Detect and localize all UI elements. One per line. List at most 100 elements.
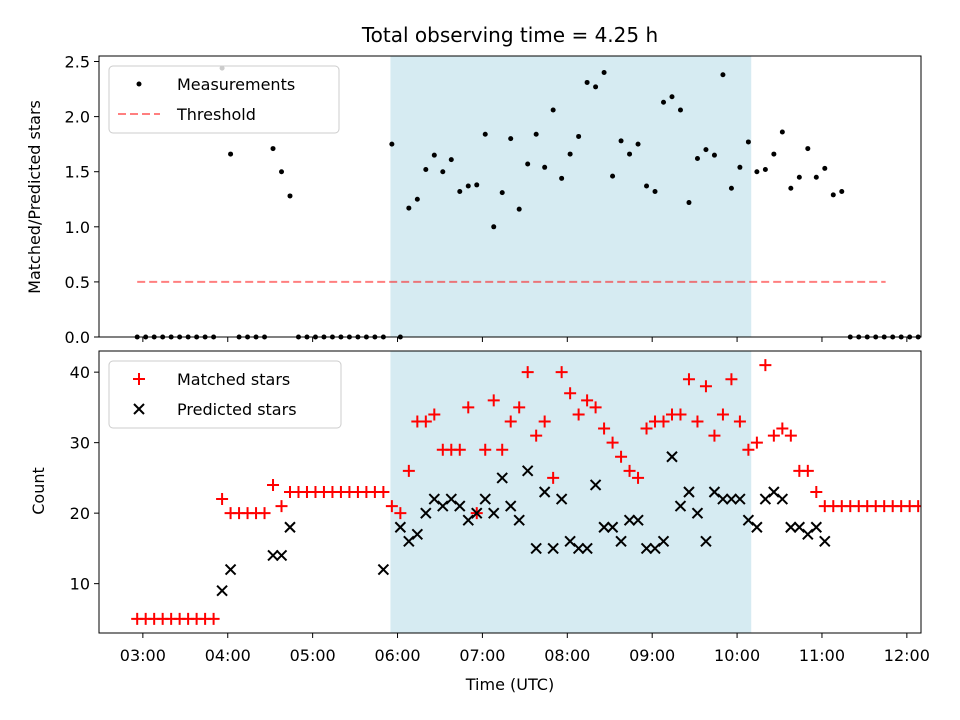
measurement-point — [550, 107, 556, 113]
measurement-point — [762, 167, 768, 173]
measurement-point — [737, 164, 743, 170]
y-tick-label: 2.5 — [65, 53, 90, 72]
matched-point — [657, 415, 670, 428]
measurement-point — [567, 151, 573, 157]
matched-point — [598, 422, 611, 435]
matched-point — [479, 443, 492, 456]
predicted-point — [759, 493, 772, 505]
matched-point — [564, 387, 577, 400]
predicted-point — [564, 535, 576, 548]
predicted-point — [555, 493, 568, 505]
y-tick-label: 20 — [70, 504, 90, 523]
predicted-point — [377, 563, 390, 576]
matched-point — [216, 493, 229, 506]
measurement-point — [830, 192, 836, 198]
matched-point — [640, 422, 653, 435]
matched-point — [385, 500, 398, 513]
predicted-point — [530, 542, 542, 555]
matched-point — [912, 500, 921, 513]
matched-point — [513, 401, 526, 414]
measurement-point — [414, 196, 420, 202]
predicted-point — [598, 521, 610, 533]
matched-point — [733, 415, 746, 428]
measurement-point — [661, 99, 667, 105]
matched-point — [759, 359, 772, 372]
matched-point — [402, 464, 415, 477]
matched-point — [394, 507, 407, 520]
matched-point — [462, 401, 475, 414]
bottom-marks — [131, 359, 921, 625]
legend-marker-predicted — [133, 403, 145, 415]
y-tick-label: 40 — [70, 363, 90, 382]
x-tick-label: 07:00 — [459, 646, 505, 665]
predicted-point — [479, 493, 491, 505]
predicted-point — [521, 465, 534, 477]
matched-point — [699, 380, 712, 393]
x-tick-label: 08:00 — [544, 646, 590, 665]
predicted-point — [657, 535, 670, 548]
x-tick-label: 03:00 — [120, 646, 166, 665]
measurement-point — [584, 79, 590, 85]
top-plot-frame — [98, 55, 922, 338]
predicted-point — [683, 486, 695, 498]
measurement-point — [822, 165, 828, 171]
measurement-point — [465, 183, 471, 189]
predicted-point — [267, 549, 279, 562]
predicted-point — [700, 535, 712, 548]
predicted-point — [572, 542, 585, 555]
matched-point — [581, 394, 594, 407]
measurement-point — [228, 151, 234, 157]
measurement-point — [474, 182, 480, 188]
y-tick-label: 2.0 — [65, 108, 90, 127]
measurement-point — [711, 152, 717, 158]
predicted-point — [725, 493, 738, 505]
matched-point — [589, 401, 602, 414]
measurement-point — [677, 107, 683, 113]
predicted-point — [640, 542, 653, 555]
x-tick-label: 11:00 — [799, 646, 845, 665]
predicted-point — [819, 535, 831, 548]
measurement-point — [771, 151, 777, 157]
measurement-point — [652, 189, 658, 195]
legend-marker-measurements — [136, 81, 142, 87]
bottom-legend: Matched stars Predicted stars — [108, 360, 342, 429]
measurement-point — [813, 174, 819, 180]
top-x-ticks — [142, 337, 908, 342]
matched-point — [521, 366, 534, 379]
predicted-point — [394, 521, 407, 533]
matched-point — [784, 429, 797, 442]
measurement-point — [703, 147, 709, 153]
x-tick-label: 04:00 — [205, 646, 251, 665]
predicted-point — [785, 521, 797, 533]
top-legend: Measurements Threshold — [108, 65, 340, 134]
measurement-point — [576, 133, 582, 139]
predicted-point — [589, 479, 602, 491]
predicted-point — [428, 493, 441, 505]
measurement-point — [593, 84, 599, 90]
measurement-point — [669, 94, 675, 100]
matched-point — [487, 394, 500, 407]
x-tick-label: 12:00 — [884, 646, 930, 665]
chart-title: Total observing time = 4.25 h — [361, 23, 658, 47]
matched-point — [750, 436, 763, 449]
measurement-point — [839, 189, 845, 195]
measurement-point — [788, 185, 794, 191]
y-tick-label: 10 — [70, 575, 90, 594]
predicted-point — [538, 486, 551, 498]
legend-label-predicted: Predicted stars — [177, 400, 297, 419]
matched-point — [920, 505, 921, 508]
matched-point — [453, 443, 466, 456]
predicted-point — [454, 500, 466, 512]
matched-point — [632, 471, 645, 484]
predicted-point — [471, 507, 483, 519]
measurement-point — [559, 175, 565, 181]
predicted-point — [802, 528, 814, 541]
predicted-point — [666, 451, 678, 463]
predicted-point — [649, 542, 661, 555]
matched-point — [504, 415, 517, 428]
y-tick-label: 0.5 — [65, 273, 90, 292]
predicted-point — [284, 521, 296, 533]
legend-marker-matched — [133, 373, 145, 385]
predicted-point — [275, 549, 288, 562]
